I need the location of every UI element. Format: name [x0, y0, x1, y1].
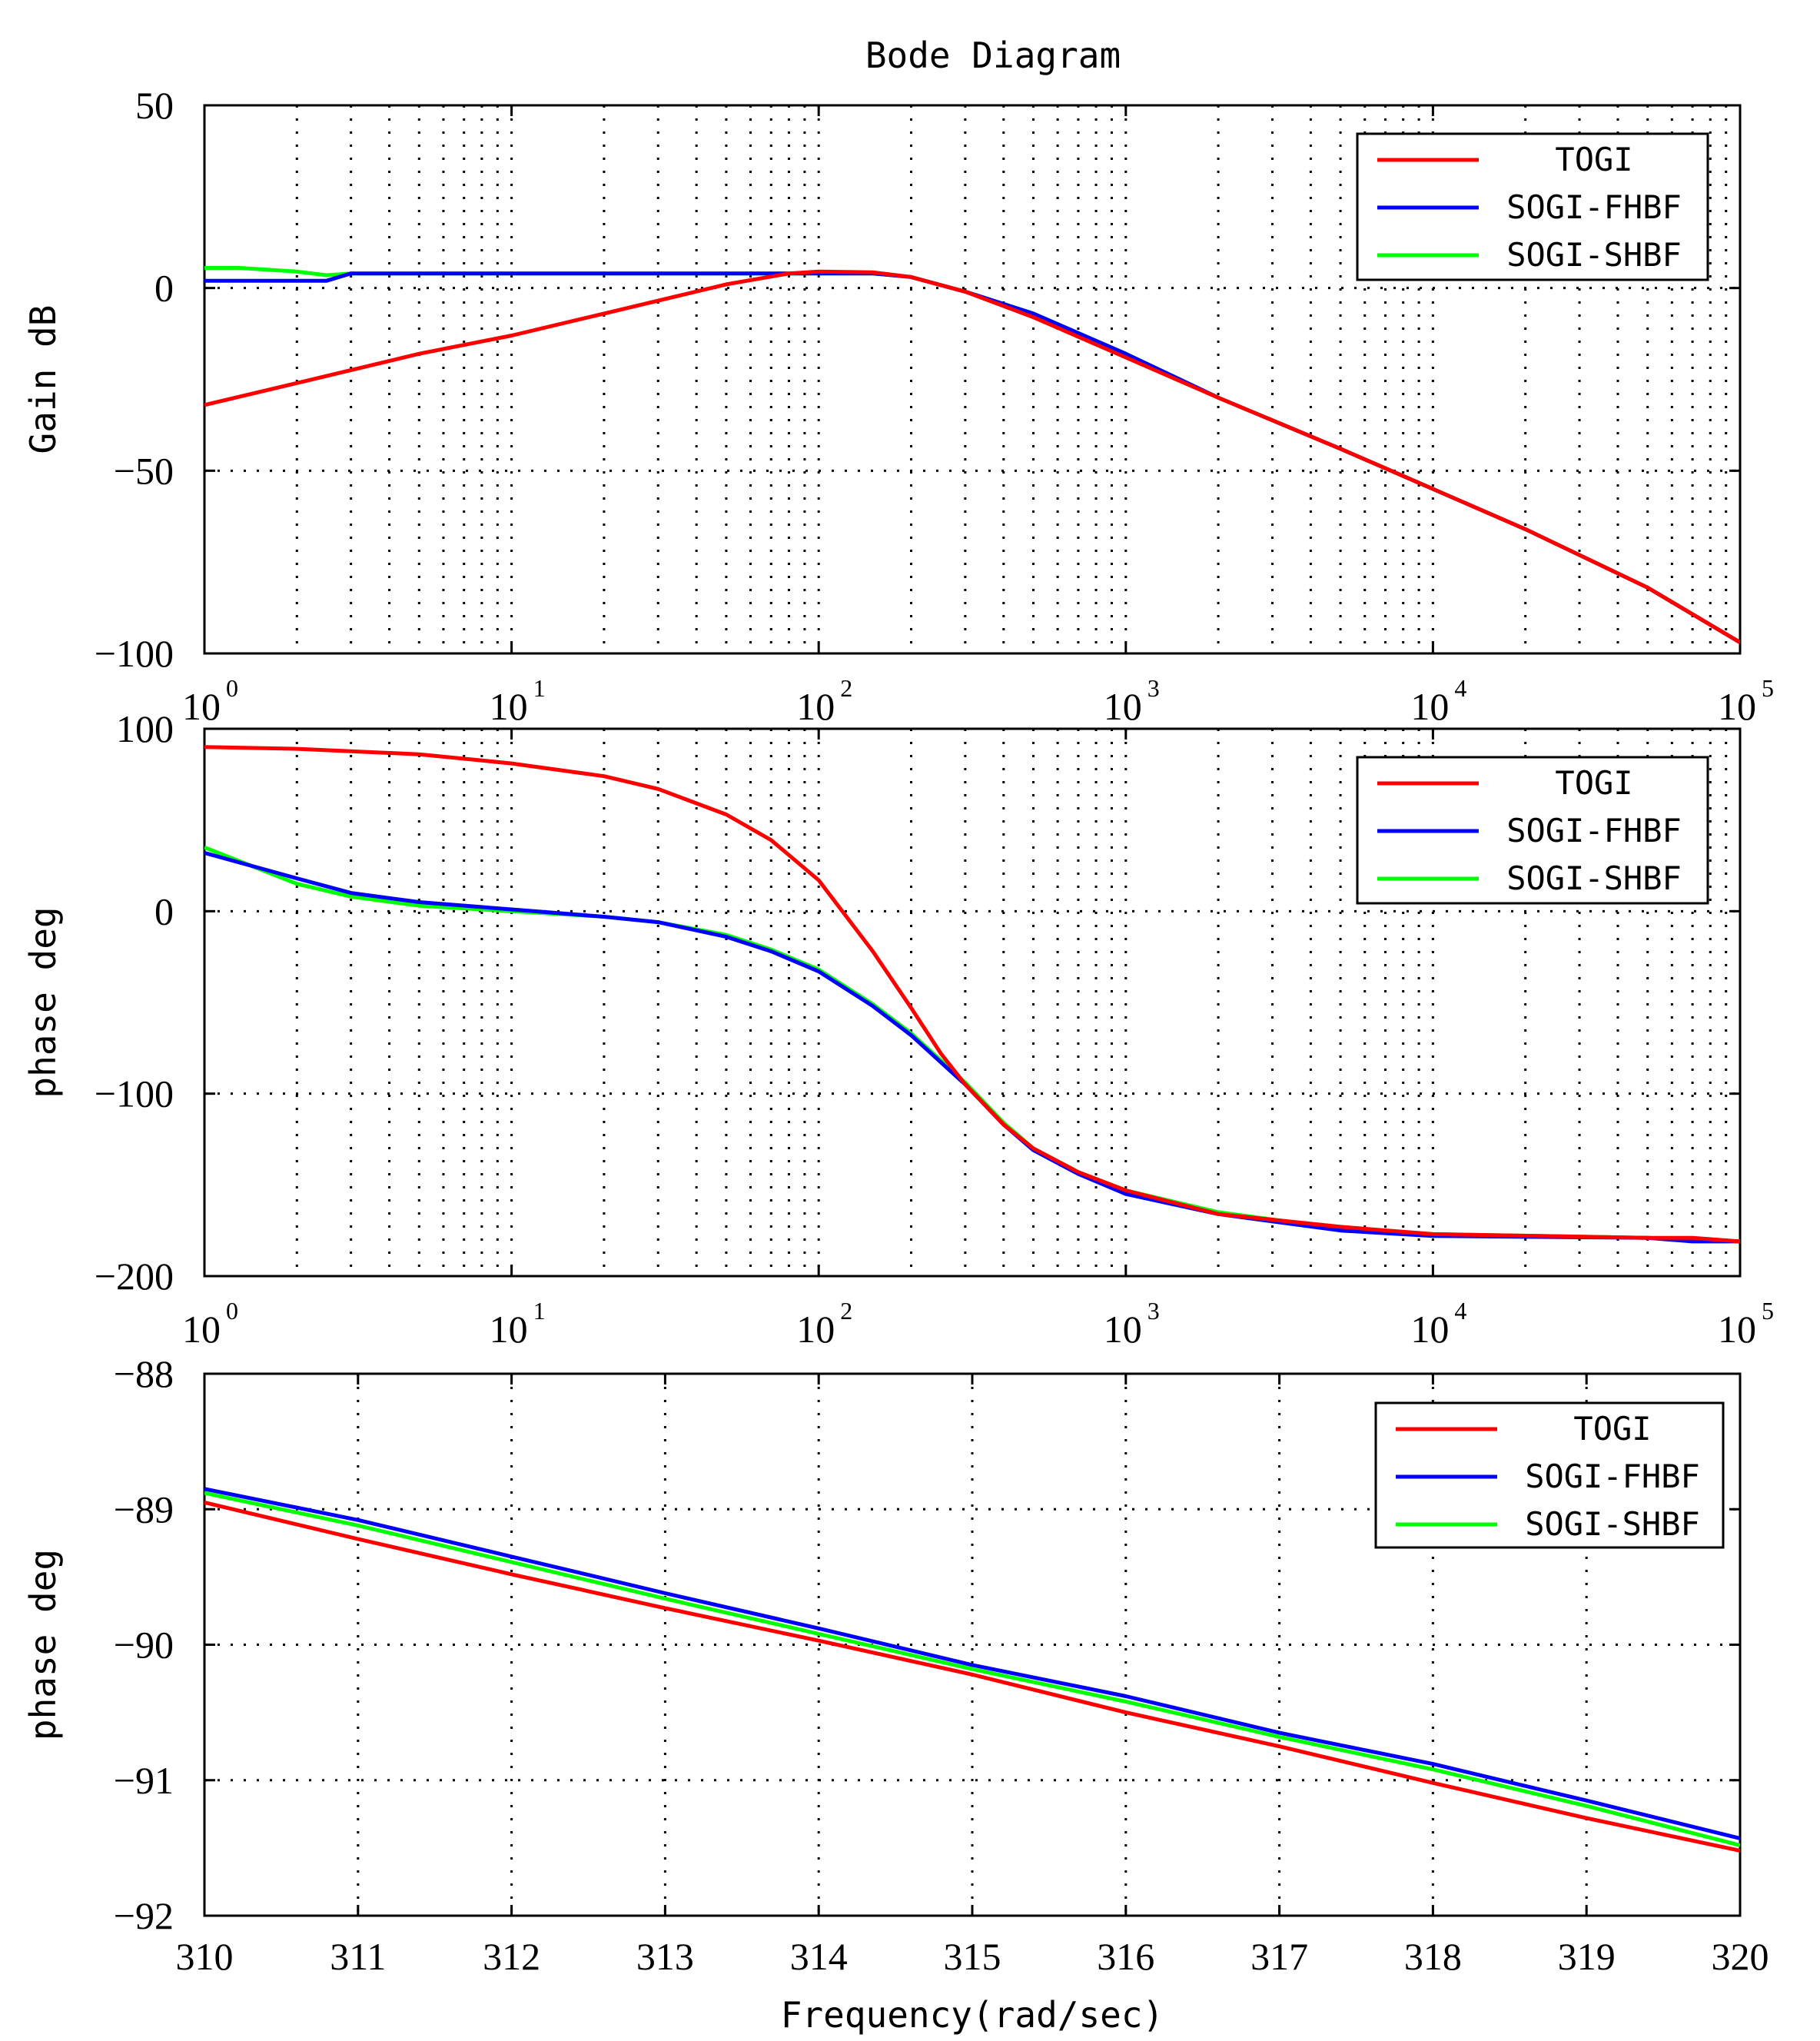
y-axis-label: phase deg [22, 1549, 64, 1740]
x-tick-label: 314 [790, 1935, 848, 1978]
x-tick-label: 10 [1104, 1308, 1142, 1351]
x-tick-label: 319 [1558, 1935, 1616, 1978]
figure-title: Bode Diagram [865, 35, 1121, 76]
legend-label: SOGI-SHBF [1506, 859, 1682, 897]
x-tick-exponent: 3 [1147, 674, 1160, 702]
y-tick-label: −89 [114, 1488, 174, 1531]
x-axis-label: Frequency(rad/sec) [781, 1994, 1164, 2036]
series-line-togi [204, 745, 1740, 1244]
legend-label: SOGI-SHBF [1525, 1505, 1700, 1543]
x-tick-exponent: 1 [533, 674, 546, 702]
x-tick-exponent: 5 [1762, 1297, 1774, 1325]
x-tick-label: 10 [1718, 685, 1756, 728]
series-group [204, 745, 1740, 1244]
x-tick-label: 10 [796, 685, 835, 728]
series-line-sogi-fhbf [204, 1487, 1740, 1840]
x-tick-label: 10 [182, 1308, 221, 1351]
x-tick-label: 10 [796, 1308, 835, 1351]
legend-label: TOGI [1555, 141, 1632, 178]
x-tick-exponent: 1 [533, 1297, 546, 1325]
legend: TOGI SOGI-FHBF SOGI-SHBF [1356, 756, 1709, 905]
y-tick-label: −50 [114, 449, 174, 492]
series-line-sogi-shbf [204, 1491, 1740, 1847]
x-tick-label: 10 [490, 685, 528, 728]
y-axis-label: phase deg [22, 906, 64, 1098]
legend-label: SOGI-FHBF [1506, 812, 1682, 849]
x-tick-label: 318 [1404, 1935, 1462, 1978]
x-tick-label: 10 [182, 685, 221, 728]
x-tick-label: 310 [176, 1935, 234, 1978]
y-tick-label: 0 [154, 889, 174, 932]
legend-label: TOGI [1555, 764, 1632, 802]
y-tick-label: 0 [154, 267, 174, 310]
y-tick-label: −91 [114, 1759, 174, 1802]
series-group [204, 1487, 1740, 1853]
x-tick-exponent: 5 [1762, 674, 1774, 702]
x-tick-exponent: 3 [1147, 1297, 1160, 1325]
x-tick-label: 10 [490, 1308, 528, 1351]
y-tick-label: −92 [114, 1894, 174, 1937]
series-line-togi [204, 269, 1740, 644]
legend: TOGI SOGI-FHBF SOGI-SHBF [1356, 132, 1709, 281]
x-tick-label: 10 [1410, 685, 1449, 728]
x-tick-exponent: 4 [1454, 1297, 1466, 1325]
legend: TOGI SOGI-FHBF SOGI-SHBF [1374, 1401, 1725, 1549]
y-tick-label: −100 [95, 632, 174, 675]
x-tick-exponent: 2 [840, 674, 852, 702]
series-line-sogi-shbf [204, 266, 1740, 644]
series-line-sogi-shbf [204, 845, 1740, 1244]
series-group [204, 266, 1740, 644]
y-axis-label: Gain dB [22, 305, 64, 454]
x-tick-label: 317 [1250, 1935, 1308, 1978]
x-tick-label: 10 [1410, 1308, 1449, 1351]
x-tick-label: 320 [1712, 1935, 1769, 1978]
x-tick-label: 313 [636, 1935, 694, 1978]
y-tick-label: 50 [135, 84, 174, 127]
x-tick-exponent: 0 [226, 1297, 238, 1325]
plot-frame [203, 104, 1742, 655]
x-tick-exponent: 0 [226, 674, 238, 702]
series-line-sogi-fhbf [204, 850, 1740, 1244]
y-tick-label: −90 [114, 1624, 174, 1667]
legend-label: SOGI-FHBF [1506, 188, 1682, 226]
series-line-togi [204, 1500, 1740, 1853]
y-tick-label: −200 [95, 1255, 174, 1298]
legend-label: SOGI-FHBF [1525, 1458, 1700, 1495]
y-tick-label: −88 [114, 1352, 174, 1395]
series-line-sogi-fhbf [204, 271, 1740, 644]
plot-frame [203, 727, 1742, 1278]
legend-label: SOGI-SHBF [1506, 236, 1682, 274]
x-tick-label: 316 [1097, 1935, 1154, 1978]
x-tick-label: 312 [483, 1935, 540, 1978]
x-tick-label: 10 [1718, 1308, 1756, 1351]
x-tick-exponent: 2 [840, 1297, 852, 1325]
legend-label: TOGI [1573, 1410, 1651, 1448]
y-tick-label: 100 [116, 707, 174, 750]
x-tick-exponent: 4 [1454, 674, 1466, 702]
x-tick-label: 311 [330, 1935, 386, 1978]
y-tick-label: −100 [95, 1072, 174, 1115]
x-tick-label: 315 [944, 1935, 1001, 1978]
x-tick-label: 10 [1104, 685, 1142, 728]
